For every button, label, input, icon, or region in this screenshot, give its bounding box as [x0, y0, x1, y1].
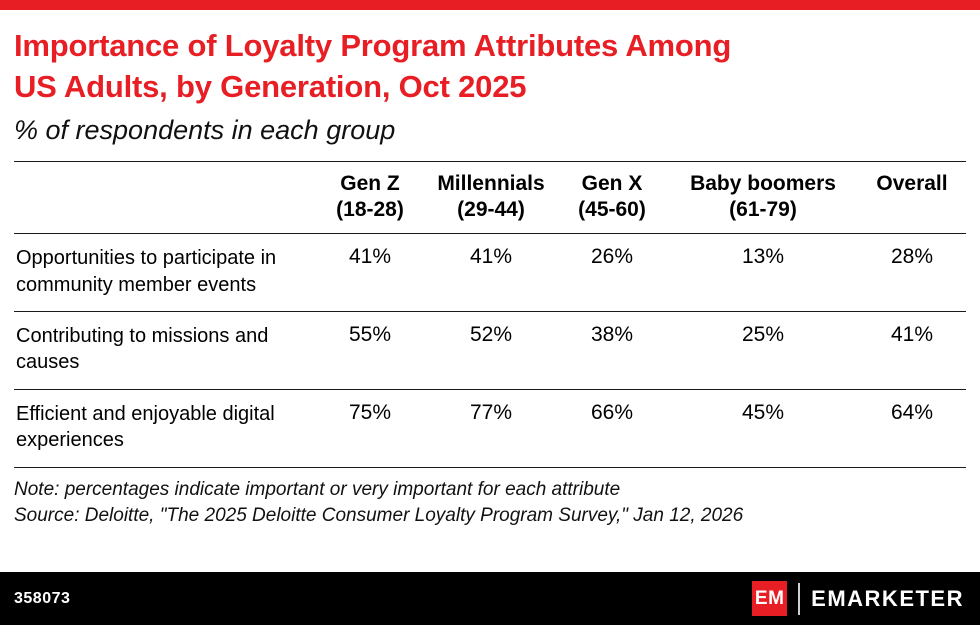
cell-value: 41% — [314, 233, 426, 313]
table-row: Opportunities to participate in communit… — [14, 233, 966, 313]
header-label: Overall — [876, 171, 948, 195]
header-label: Millennials — [437, 171, 545, 195]
note-text: Note: percentages indicate important or … — [14, 478, 621, 500]
source-text: Source: Deloitte, "The 2025 Deloitte Con… — [14, 504, 744, 526]
header-gen-x: Gen X (45-60) — [556, 160, 668, 235]
header-sublabel: (29-44) — [457, 198, 525, 222]
emarketer-monogram-icon: EM — [752, 581, 788, 616]
chart-notes: Note: percentages indicate important or … — [14, 477, 966, 529]
cell-value: 66% — [556, 389, 668, 468]
cell-value: 64% — [858, 389, 966, 468]
header-overall: Overall — [858, 160, 966, 235]
cell-value: 41% — [858, 311, 966, 390]
header-sublabel: (61-79) — [729, 198, 797, 222]
table-row: Efficient and enjoyable digital experien… — [14, 389, 966, 468]
row-label: Efficient and enjoyable digital experien… — [14, 389, 314, 468]
row-label: Contributing to missions and causes — [14, 311, 314, 390]
row-label: Opportunities to participate in communit… — [14, 233, 314, 313]
header-label: Gen X — [581, 171, 643, 195]
chart-title-line2: US Adults, by Generation, Oct 2025 — [14, 68, 527, 104]
logo-divider — [798, 582, 801, 615]
cell-value: 75% — [314, 389, 426, 468]
cell-value: 38% — [556, 311, 668, 390]
cell-value: 45% — [668, 389, 858, 468]
header-label: Gen Z — [340, 171, 400, 195]
emarketer-wordmark: EMARKETER — [811, 585, 964, 611]
chart-subtitle: % of respondents in each group — [14, 114, 396, 145]
footer-bar: 358073 EM EMARKETER — [0, 572, 980, 625]
chart-title: Importance of Loyalty Program Attributes… — [14, 26, 966, 108]
data-table: Gen Z (18-28) Millennials (29-44) Gen X … — [14, 160, 966, 468]
chart-id: 358073 — [14, 589, 71, 607]
cell-value: 41% — [426, 233, 556, 313]
cell-value: 26% — [556, 233, 668, 313]
cell-value: 55% — [314, 311, 426, 390]
header-millennials: Millennials (29-44) — [426, 160, 556, 235]
header-attribute-spacer — [14, 160, 314, 235]
cell-value: 25% — [668, 311, 858, 390]
cell-value: 28% — [858, 233, 966, 313]
cell-value: 13% — [668, 233, 858, 313]
cell-value: 77% — [426, 389, 556, 468]
header-sublabel: (18-28) — [336, 198, 404, 222]
header-baby-boomers: Baby boomers (61-79) — [668, 160, 858, 235]
header-gen-z: Gen Z (18-28) — [314, 160, 426, 235]
header-sublabel: (45-60) — [578, 198, 646, 222]
chart-content: Importance of Loyalty Program Attributes… — [0, 10, 980, 572]
table-header-row: Gen Z (18-28) Millennials (29-44) Gen X … — [14, 160, 966, 235]
chart-title-line1: Importance of Loyalty Program Attributes… — [14, 28, 732, 63]
emarketer-logo: EM EMARKETER — [752, 581, 964, 616]
header-label: Baby boomers — [690, 171, 836, 195]
cell-value: 52% — [426, 311, 556, 390]
table-row: Contributing to missions and causes 55% … — [14, 311, 966, 390]
top-accent-bar — [0, 0, 980, 10]
